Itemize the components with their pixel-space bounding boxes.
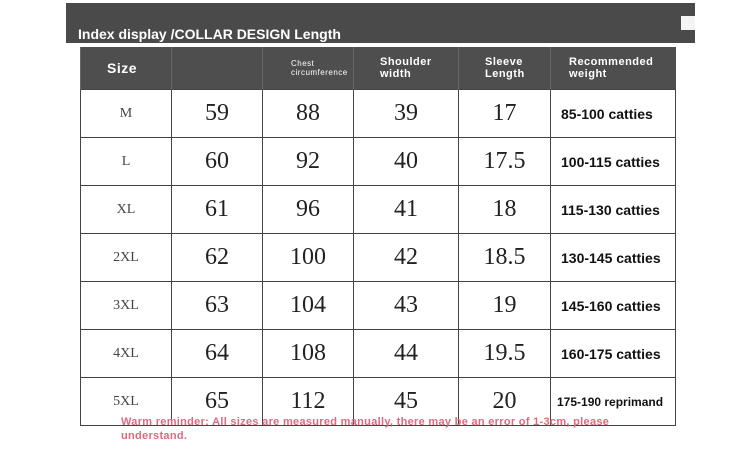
header-band — [66, 3, 695, 43]
cell-weight: 115-130 catties — [550, 185, 676, 234]
cell-sleeve: 19.5 — [458, 329, 551, 378]
table-row: 4XL 64 108 44 19.5 160-175 catties — [80, 329, 676, 378]
cell-weight: 160-175 catties — [550, 329, 676, 378]
cell-length: 60 — [171, 137, 263, 186]
cell-size: 3XL — [80, 281, 172, 330]
header-sleeve: Sleeve Length — [458, 47, 551, 90]
table-row: 5XL 65 112 45 20 175-190 reprimand — [80, 377, 676, 426]
table-row: XL 61 96 41 18 115-130 catties — [80, 185, 676, 234]
header-size: Size — [80, 47, 172, 90]
table-row: L 60 92 40 17.5 100-115 catties — [80, 137, 676, 186]
header-weight: Recommended weight — [550, 47, 676, 90]
cell-size: XL — [80, 185, 172, 234]
cell-shoulder: 40 — [353, 137, 459, 186]
header-length — [171, 47, 263, 90]
band-marker — [681, 16, 695, 30]
cell-size: 5XL — [80, 377, 172, 426]
size-table: Size Chest circumference Shoulder width … — [80, 47, 676, 426]
cell-weight: 85-100 catties — [550, 89, 676, 138]
warm-reminder: Warm reminder: All sizes are measured ma… — [121, 416, 610, 442]
cell-sleeve: 20 — [458, 377, 551, 426]
cell-chest: 88 — [262, 89, 354, 138]
cell-shoulder: 45 — [353, 377, 459, 426]
header-shoulder: Shoulder width — [353, 47, 459, 90]
cell-shoulder: 41 — [353, 185, 459, 234]
cell-chest: 92 — [262, 137, 354, 186]
table-row: 3XL 63 104 43 19 145-160 catties — [80, 281, 676, 330]
cell-length: 62 — [171, 233, 263, 282]
cell-shoulder: 43 — [353, 281, 459, 330]
cell-length: 59 — [171, 89, 263, 138]
cell-length: 63 — [171, 281, 263, 330]
header-row: Size Chest circumference Shoulder width … — [80, 47, 676, 90]
cell-size: M — [80, 89, 172, 138]
chart-title: Index display /COLLAR DESIGN Length — [78, 26, 341, 42]
cell-length: 61 — [171, 185, 263, 234]
cell-size: 4XL — [80, 329, 172, 378]
cell-chest: 112 — [262, 377, 354, 426]
cell-size: L — [80, 137, 172, 186]
table-row: M 59 88 39 17 85-100 catties — [80, 89, 676, 138]
cell-length: 65 — [171, 377, 263, 426]
cell-sleeve: 18 — [458, 185, 551, 234]
cell-weight: 175-190 reprimand — [550, 377, 676, 426]
cell-weight: 145-160 catties — [550, 281, 676, 330]
header-chest: Chest circumference — [262, 47, 354, 90]
cell-chest: 100 — [262, 233, 354, 282]
cell-sleeve: 17.5 — [458, 137, 551, 186]
cell-shoulder: 39 — [353, 89, 459, 138]
cell-weight: 100-115 catties — [550, 137, 676, 186]
cell-length: 64 — [171, 329, 263, 378]
cell-weight: 130-145 catties — [550, 233, 676, 282]
cell-sleeve: 19 — [458, 281, 551, 330]
table-row: 2XL 62 100 42 18.5 130-145 catties — [80, 233, 676, 282]
cell-sleeve: 17 — [458, 89, 551, 138]
cell-chest: 96 — [262, 185, 354, 234]
cell-shoulder: 42 — [353, 233, 459, 282]
cell-shoulder: 44 — [353, 329, 459, 378]
cell-size: 2XL — [80, 233, 172, 282]
cell-sleeve: 18.5 — [458, 233, 551, 282]
cell-chest: 108 — [262, 329, 354, 378]
cell-chest: 104 — [262, 281, 354, 330]
